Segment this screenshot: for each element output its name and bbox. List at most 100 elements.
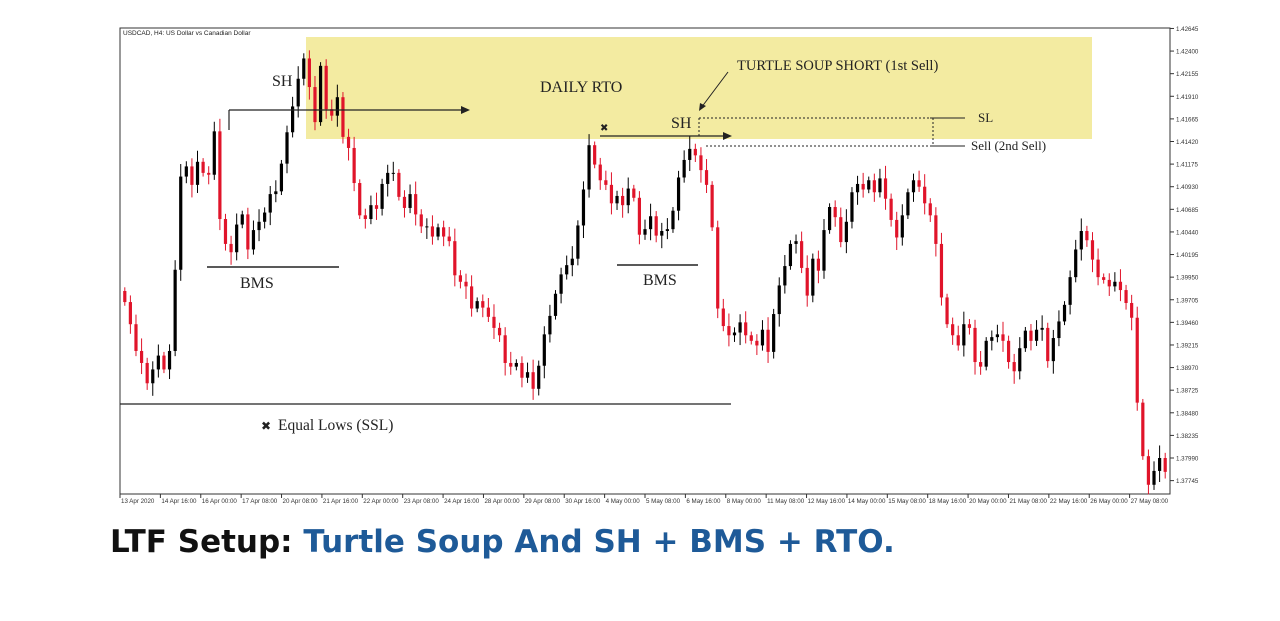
y-tick-label: 1.39460 xyxy=(1176,320,1199,327)
candle xyxy=(732,327,737,342)
symbol-header: USDCAD, H4: US Dollar vs Canadian Dollar xyxy=(123,30,251,37)
y-tick-label: 1.38725 xyxy=(1176,388,1199,395)
candle xyxy=(559,267,563,304)
candle xyxy=(369,195,373,225)
candle xyxy=(134,314,138,357)
y-tick-label: 1.39950 xyxy=(1176,275,1199,282)
candle xyxy=(503,327,507,376)
candle xyxy=(1051,329,1055,374)
candle xyxy=(1118,269,1123,302)
x-tick-label: 28 Apr 00:00 xyxy=(484,498,520,505)
candle xyxy=(469,275,474,317)
candle xyxy=(408,184,412,214)
candle xyxy=(609,172,614,215)
candle xyxy=(391,161,395,181)
y-tick-label: 1.39705 xyxy=(1176,297,1199,304)
candle xyxy=(285,125,289,174)
candle xyxy=(995,324,999,343)
candle xyxy=(279,159,284,196)
candle xyxy=(425,218,429,239)
candle xyxy=(1006,335,1011,369)
candle xyxy=(1124,284,1128,310)
x-tick-label: 12 May 16:00 xyxy=(808,498,846,505)
x-tick-label: 30 Apr 16:00 xyxy=(565,498,601,505)
y-tick-label: 1.41175 xyxy=(1176,162,1198,169)
candle xyxy=(923,174,927,215)
candle xyxy=(738,314,742,346)
sell-label: Sell (2nd Sell) xyxy=(971,138,1046,153)
candle xyxy=(296,66,300,118)
candle xyxy=(318,62,323,126)
candle xyxy=(184,161,188,184)
candle xyxy=(727,313,731,347)
candle xyxy=(1068,270,1072,315)
y-tick-label: 1.41665 xyxy=(1176,116,1199,123)
candle xyxy=(632,184,636,202)
candle xyxy=(1029,324,1033,351)
x-tick-label: 17 Apr 08:00 xyxy=(242,498,278,505)
candle xyxy=(665,218,669,240)
candle xyxy=(956,325,960,351)
candle xyxy=(928,198,932,222)
candle xyxy=(402,190,407,218)
y-tick-label: 1.41420 xyxy=(1176,139,1199,146)
candle xyxy=(352,136,356,192)
candle xyxy=(223,213,228,251)
candle xyxy=(302,53,306,86)
candle xyxy=(1107,273,1111,296)
candle xyxy=(850,187,854,229)
candle xyxy=(386,164,390,197)
candle xyxy=(1079,218,1083,261)
candle xyxy=(218,118,222,231)
x-tick-label: 14 Apr 16:00 xyxy=(161,498,197,505)
y-tick-label: 1.42400 xyxy=(1176,49,1199,56)
x-tick-label: 8 May 00:00 xyxy=(727,498,762,505)
candle xyxy=(436,223,440,241)
candle xyxy=(486,298,490,322)
x-tick-label: 6 May 16:00 xyxy=(686,498,721,505)
y-tick-label: 1.37990 xyxy=(1176,456,1199,463)
candle xyxy=(207,166,211,185)
bms-left-label: BMS xyxy=(240,275,274,292)
candle xyxy=(548,304,552,343)
y-axis: 1.42645 1.42400 1.42155 1.41910 1.41665 1.414… xyxy=(1170,26,1199,485)
candle xyxy=(1040,315,1044,341)
candle xyxy=(531,359,535,400)
candle xyxy=(973,319,977,375)
turtle-soup-pointer xyxy=(700,71,729,109)
candle xyxy=(788,240,793,270)
candle xyxy=(195,150,200,193)
x-tick-label: 16 Apr 00:00 xyxy=(202,498,238,505)
candle xyxy=(906,188,910,220)
candle xyxy=(648,203,653,241)
candle xyxy=(145,357,149,390)
equal-lows-label: Equal Lows (SSL) xyxy=(278,417,393,434)
candle xyxy=(721,298,725,332)
candle xyxy=(811,253,815,303)
setup-caption: LTF Setup: Turtle Soup And SH + BMS + RT… xyxy=(110,524,895,560)
candle xyxy=(979,350,983,375)
x-tick-label: 29 Apr 08:00 xyxy=(525,498,561,505)
candle xyxy=(900,204,904,246)
candle xyxy=(190,158,194,198)
candle xyxy=(497,322,502,342)
candle xyxy=(744,311,748,344)
candle xyxy=(783,255,787,294)
candle xyxy=(867,176,871,194)
sh-left-arrowhead xyxy=(461,106,470,114)
candle xyxy=(951,317,955,345)
x-tick-label: 15 May 08:00 xyxy=(888,498,926,505)
candle xyxy=(525,362,530,383)
candle xyxy=(514,359,518,371)
sl-label: SL xyxy=(978,110,993,125)
candle xyxy=(587,134,591,198)
candle xyxy=(257,209,261,242)
candle xyxy=(671,207,675,233)
x-tick-label: 23 Apr 08:00 xyxy=(404,498,440,505)
candle xyxy=(565,255,569,280)
candle xyxy=(553,290,558,320)
candle xyxy=(156,344,160,378)
candle xyxy=(1102,273,1106,284)
candle xyxy=(307,50,311,100)
candle xyxy=(380,178,384,216)
